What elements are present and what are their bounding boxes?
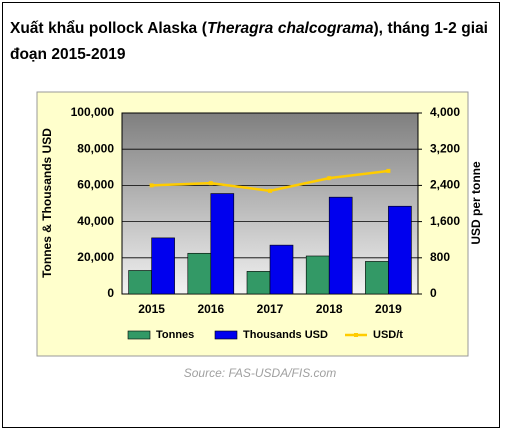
line-marker bbox=[149, 183, 154, 188]
line-marker bbox=[208, 181, 213, 186]
source: Source: FAS-USDA/FIS.com bbox=[184, 366, 336, 380]
y-tick-label: 40,000 bbox=[77, 214, 114, 228]
bar bbox=[305, 255, 330, 295]
y-tick-label: 80,000 bbox=[77, 141, 114, 155]
line-marker bbox=[268, 188, 272, 193]
legend-label: Thousands USD bbox=[243, 329, 328, 341]
legend-label: USD/t bbox=[373, 329, 403, 341]
y-tick-label: 100,000 bbox=[71, 105, 115, 119]
y2-tick-label: 4,000 bbox=[430, 105, 460, 119]
line-marker bbox=[386, 168, 391, 173]
bar bbox=[187, 252, 212, 295]
bar bbox=[328, 196, 353, 295]
bar bbox=[210, 193, 235, 295]
y-tick-label: 60,000 bbox=[77, 178, 114, 192]
bar bbox=[151, 237, 175, 295]
x-tick-label: 2015 bbox=[138, 302, 165, 316]
y-axis-title: Tonnes & Thousands USD bbox=[40, 128, 54, 278]
title-text: ), tháng 1-2 giai đoạn 2015-2019 bbox=[10, 20, 488, 63]
y2-tick-label: 800 bbox=[430, 250, 450, 264]
title: Xuất khẩu pollock Alaska (Theragra chalc… bbox=[10, 16, 488, 68]
y2-axis-title: USD per tonne bbox=[469, 161, 483, 245]
legend-swatch bbox=[127, 330, 151, 340]
legend-swatch bbox=[214, 330, 238, 340]
x-tick-label: 2017 bbox=[257, 302, 284, 316]
bar bbox=[246, 271, 271, 295]
y2-tick-label: 2,400 bbox=[430, 178, 460, 192]
y-tick-label: 20,000 bbox=[77, 250, 114, 264]
bar bbox=[269, 244, 294, 295]
y2-tick-label: 0 bbox=[430, 286, 437, 300]
x-tick-label: 2019 bbox=[375, 302, 402, 316]
legend-label: Tonnes bbox=[156, 329, 194, 341]
bar bbox=[365, 261, 389, 295]
y2-tick-label: 3,200 bbox=[430, 141, 460, 155]
line-marker bbox=[327, 176, 332, 181]
x-tick-label: 2016 bbox=[197, 302, 224, 316]
bar bbox=[388, 205, 412, 295]
title-italic: Theragra chalcograma bbox=[206, 20, 374, 37]
y-tick-label: 0 bbox=[107, 286, 114, 300]
frame bbox=[2, 2, 500, 428]
x-tick-label: 2018 bbox=[316, 302, 343, 316]
title-text: Xuất khẩu pollock Alaska ( bbox=[10, 20, 207, 37]
y2-tick-label: 1,600 bbox=[430, 214, 460, 228]
legend-marker bbox=[354, 333, 358, 337]
bar bbox=[128, 270, 152, 295]
